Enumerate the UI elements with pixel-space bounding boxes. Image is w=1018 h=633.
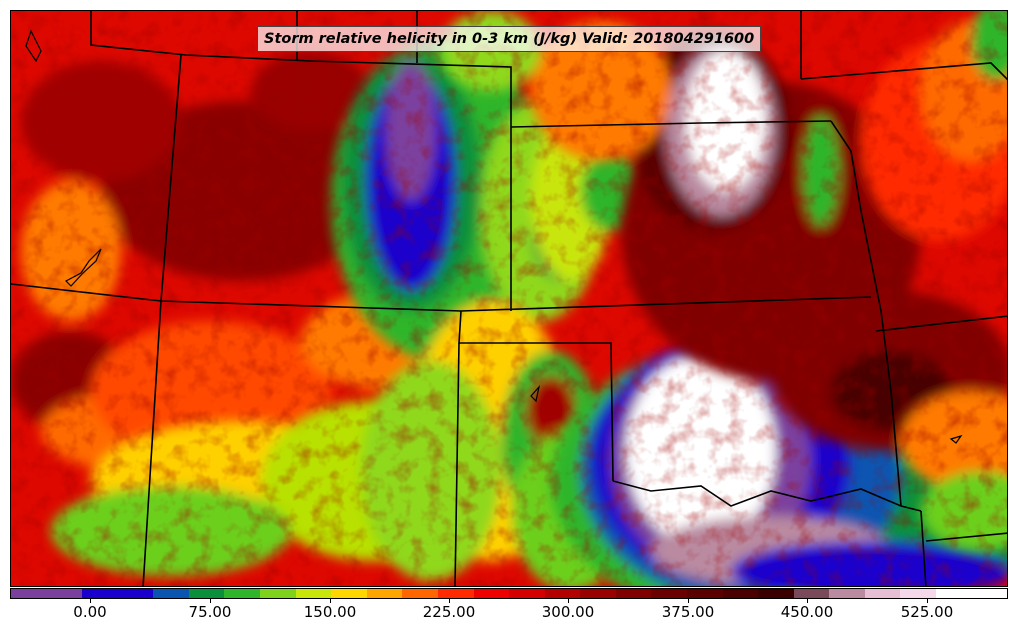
state-borders: [11, 11, 1007, 586]
colorbar-swatch: [615, 589, 652, 598]
colorbar-swatch: [224, 589, 261, 598]
colorbar-swatch: [473, 589, 510, 598]
colorbar-swatch: [864, 589, 901, 598]
colorbar-swatch: [971, 589, 1008, 598]
colorbar-swatch: [793, 589, 830, 598]
colorbar-swatch: [722, 589, 759, 598]
colorbar-swatch: [544, 589, 581, 598]
colorbar-swatch: [758, 589, 794, 598]
colorbar-tick: [449, 599, 450, 603]
colorbar-swatch: [260, 589, 296, 598]
colorbar-swatch: [509, 589, 545, 598]
colorbar-swatch: [651, 589, 687, 598]
colorbar-swatch: [580, 589, 616, 598]
colorbar: [10, 588, 1008, 599]
colorbar-tick: [688, 599, 689, 603]
colorbar-tick: [927, 599, 928, 603]
colorbar-swatch: [295, 589, 332, 598]
colorbar-tick-label: 0.00: [73, 603, 107, 621]
colorbar-swatch: [686, 589, 723, 598]
lake-outlines: [25, 29, 963, 444]
colorbar-swatch: [153, 589, 189, 598]
colorbar-tick-label: 75.00: [188, 603, 232, 621]
colorbar-tick-label: 525.00: [900, 603, 954, 621]
colorbar-tick-label: 150.00: [303, 603, 357, 621]
colorbar-tick: [330, 599, 331, 603]
srh-map: Storm relative helicity in 0-3 km (J/kg)…: [10, 10, 1008, 587]
colorbar-swatch: [437, 589, 474, 598]
colorbar-tick: [90, 599, 91, 603]
map-title: Storm relative helicity in 0-3 km (J/kg)…: [257, 26, 762, 52]
colorbar-swatch: [117, 589, 154, 598]
colorbar-ticks: 0.00 75.00 150.00 225.00 300.00 375.00 450.00 5…: [10, 599, 1008, 633]
colorbar-tick-label: 225.00: [422, 603, 476, 621]
colorbar-swatch: [46, 589, 83, 598]
colorbar-tick-label: 450.00: [780, 603, 834, 621]
colorbar-tick: [807, 599, 808, 603]
colorbar-tick: [568, 599, 569, 603]
colorbar-swatch: [188, 589, 225, 598]
helicity-field: [11, 11, 1007, 586]
colorbar-tick: [210, 599, 211, 603]
colorbar-swatch: [402, 589, 438, 598]
colorbar-swatch: [366, 589, 403, 598]
colorbar-swatch: [11, 589, 47, 598]
colorbar-tick-label: 375.00: [661, 603, 715, 621]
colorbar-swatch: [900, 589, 937, 598]
colorbar-swatch: [829, 589, 865, 598]
colorbar-swatch: [936, 589, 972, 598]
colorbar-swatch: [82, 589, 118, 598]
colorbar-tick-label: 300.00: [541, 603, 595, 621]
map-canvas: [11, 11, 1007, 586]
colorbar-swatch: [331, 589, 367, 598]
